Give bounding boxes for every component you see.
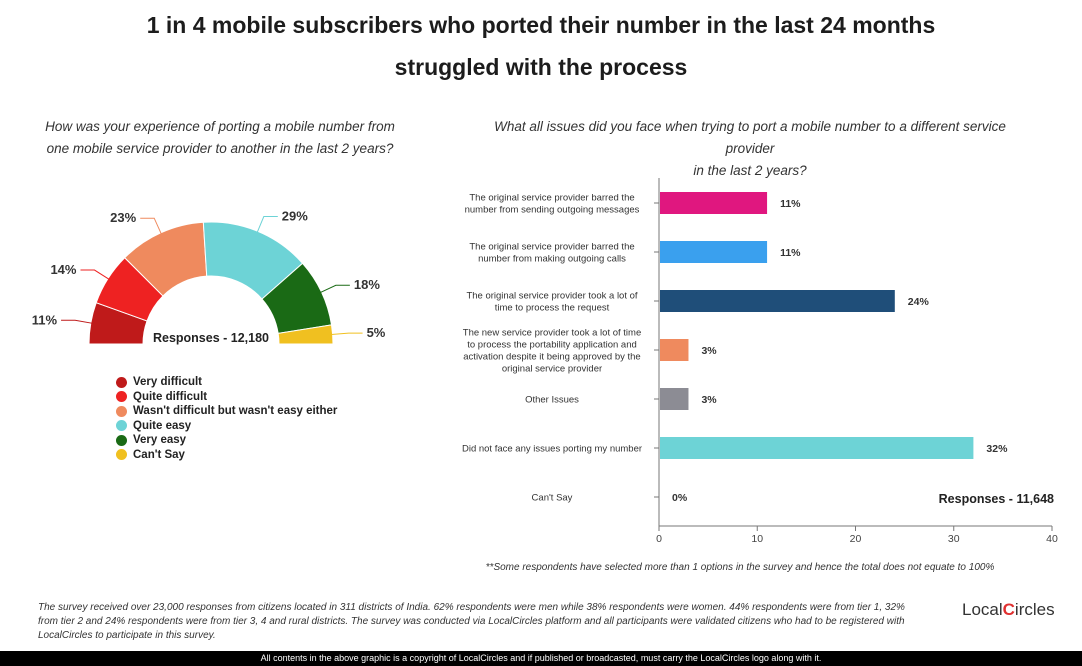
page-title-line-1: 1 in 4 mobile subscribers who ported the… xyxy=(146,12,936,38)
logo-part-3: ircles xyxy=(1014,600,1055,619)
legend-item: Very difficult xyxy=(116,375,337,390)
category-label-line: number from making outgoing calls xyxy=(478,254,626,265)
bar-value-label: 3% xyxy=(701,345,717,357)
category-label-line: The new service provider took a lot of t… xyxy=(463,328,641,339)
donut-responses-label: Responses - 12,180 xyxy=(153,331,269,345)
legend-swatch xyxy=(116,449,127,461)
bar xyxy=(660,339,689,361)
slice-value-label: 18% xyxy=(354,277,380,292)
slice-leader-line xyxy=(61,319,97,325)
legend-label: Wasn't difficult but wasn't easy either xyxy=(133,405,338,418)
bar xyxy=(660,241,768,263)
copyright-bar: All contents in the above graphic is a c… xyxy=(0,651,1082,666)
x-tick-label: 30 xyxy=(948,533,960,545)
localcircles-logo: LocalCircles xyxy=(962,600,1055,620)
left-chart-question: How was your experience of porting a mob… xyxy=(30,116,410,160)
donut-slice xyxy=(277,324,334,345)
slice-leader-line xyxy=(254,216,278,238)
right-question-line-1: What all issues did you face when trying… xyxy=(494,119,1006,156)
bar-value-label: 11% xyxy=(780,198,801,210)
category-label: The original service provider took a lot… xyxy=(466,291,637,314)
category-label-line: number from sending outgoing messages xyxy=(465,205,640,216)
slice-leader-line xyxy=(140,217,164,239)
left-question-line-2: one mobile service provider to another i… xyxy=(46,141,394,156)
legend-label: Very difficult xyxy=(133,376,203,389)
legend-swatch xyxy=(116,376,127,388)
slice-value-label: 11% xyxy=(32,312,58,327)
logo-part-2: C xyxy=(1002,600,1015,619)
bar xyxy=(660,437,974,459)
left-question-line-1: How was your experience of porting a mob… xyxy=(45,119,395,134)
bar xyxy=(660,388,689,410)
donut-legend: Very difficult Quite difficult Wasn't diff… xyxy=(116,375,337,462)
x-tick-label: 0 xyxy=(656,533,662,545)
bar-value-label: 0% xyxy=(672,492,688,504)
legend-item: Very easy xyxy=(116,433,337,448)
bar-responses-label: Responses - 11,648 xyxy=(939,492,1054,506)
legend-label: Quite easy xyxy=(133,419,192,432)
bar xyxy=(660,290,895,312)
bar-value-label: 11% xyxy=(780,247,801,259)
category-label-line: The original service provider barred the xyxy=(469,242,634,253)
category-label-line: The original service provider barred the xyxy=(469,193,634,204)
category-label: Did not face any issues porting my numbe… xyxy=(462,444,642,455)
slice-leader-line xyxy=(326,332,363,336)
legend-swatch xyxy=(116,405,127,417)
slice-value-label: 5% xyxy=(367,325,386,340)
right-question-line-2: in the last 2 years? xyxy=(693,163,807,178)
category-label: The new service provider took a lot of t… xyxy=(463,328,641,375)
category-label-line: to process the portability application a… xyxy=(467,340,637,351)
logo-part-1: Local xyxy=(962,600,1003,619)
slice-value-label: 14% xyxy=(50,262,76,277)
slice-leader-line xyxy=(315,284,350,296)
legend-label: Can't Say xyxy=(133,448,185,461)
category-label-line: Did not face any issues porting my numbe… xyxy=(462,444,642,455)
category-label-line: Can't Say xyxy=(532,493,573,504)
slice-value-label: 29% xyxy=(282,209,308,224)
legend-swatch xyxy=(116,420,127,432)
legend-item: Quite difficult xyxy=(116,390,337,405)
legend-item: Quite easy xyxy=(116,419,337,434)
category-label: The original service provider barred the… xyxy=(465,193,640,216)
legend-label: Very easy xyxy=(133,434,187,447)
legend-swatch xyxy=(116,434,127,446)
right-chart-question: What all issues did you face when trying… xyxy=(470,116,1030,182)
slice-value-label: 23% xyxy=(110,210,136,225)
category-label-line: activation despite it being approved by … xyxy=(463,352,640,363)
x-tick-label: 20 xyxy=(850,533,862,545)
category-label-line: The original service provider took a lot… xyxy=(466,291,637,302)
legend-item: Can't Say xyxy=(116,448,337,463)
x-tick-label: 10 xyxy=(751,533,763,545)
category-label: Other Issues xyxy=(525,395,579,406)
bar-value-label: 3% xyxy=(701,394,717,406)
semi-donut-chart: 11% 14% 23% 29% 18% 5% Responses - 12,180 xyxy=(32,209,386,345)
multi-select-note: **Some respondents have selected more th… xyxy=(485,562,995,573)
slice-leader-line xyxy=(80,269,114,283)
category-label-line: original service provider xyxy=(502,364,602,375)
category-label-line: Other Issues xyxy=(525,395,579,406)
legend-item: Wasn't difficult but wasn't easy either xyxy=(116,404,337,419)
legend-label: Quite difficult xyxy=(133,390,208,403)
page-title-line-2: struggled with the process xyxy=(394,54,688,80)
bar xyxy=(660,192,768,214)
category-label: The original service provider barred the… xyxy=(469,242,634,265)
horizontal-bar-chart: 0 10 20 30 40 11% The original service provide… xyxy=(462,178,1058,545)
bar-value-label: 32% xyxy=(986,443,1008,455)
x-tick-label: 40 xyxy=(1046,533,1058,545)
bar-value-label: 24% xyxy=(908,296,930,308)
survey-footnote: The survey received over 23,000 response… xyxy=(38,602,905,641)
category-label-line: time to process the request xyxy=(495,303,610,314)
category-label: Can't Say xyxy=(532,493,573,504)
legend-swatch xyxy=(116,391,127,403)
